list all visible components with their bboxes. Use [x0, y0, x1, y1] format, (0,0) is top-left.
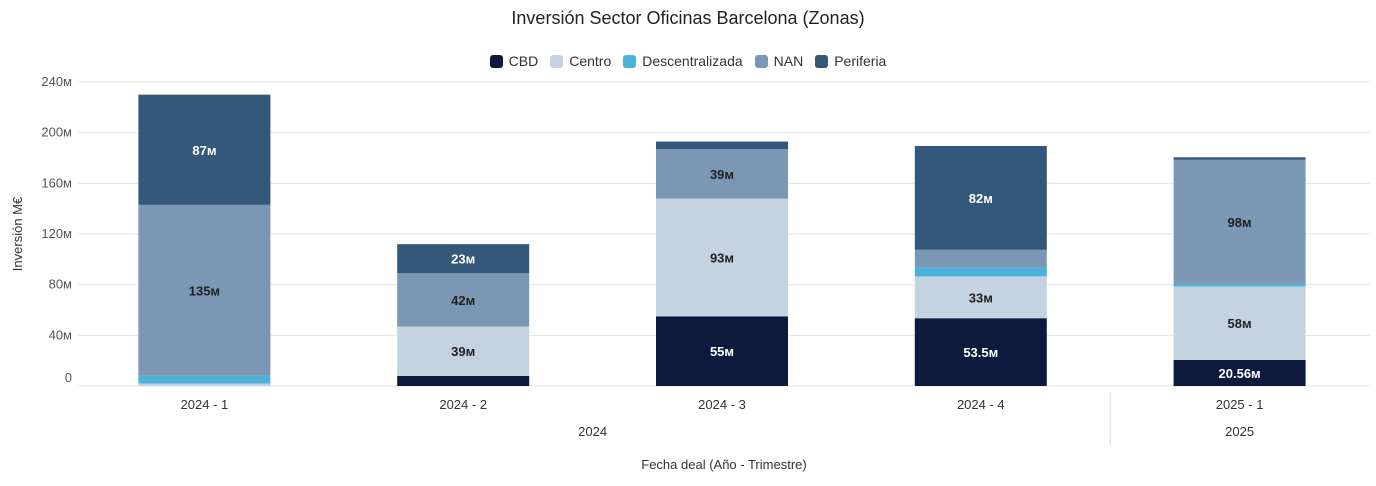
x-tick-label: 2024 - 2: [439, 397, 487, 412]
x-tick-label: 2024 - 4: [957, 397, 1005, 412]
legend-item[interactable]: Periferia: [815, 53, 886, 69]
legend-label: Centro: [569, 53, 612, 69]
bar-segment: [397, 375, 530, 386]
data-label: 58м: [1228, 316, 1252, 331]
bar-segment: [914, 249, 1047, 268]
bar-segment: [914, 145, 1047, 250]
y-tick-label: 0: [65, 370, 72, 385]
bar-segment: [1173, 283, 1306, 287]
legend-label: CBD: [508, 53, 539, 69]
data-label: 55м: [710, 344, 734, 359]
legend-item[interactable]: CBD: [489, 53, 539, 69]
data-label: 42м: [451, 293, 475, 308]
bar-segment: [397, 244, 530, 274]
y-tick-label: 120м: [41, 226, 72, 241]
data-label: 33м: [969, 290, 993, 305]
legend-swatch: [754, 54, 768, 68]
bar-segment: [1173, 157, 1306, 160]
bar-segment: [914, 276, 1047, 319]
legend-swatch: [489, 54, 503, 68]
data-label: 39м: [710, 167, 734, 182]
x-tick-label: 2024 - 3: [698, 397, 746, 412]
bar-segment: [656, 149, 788, 199]
data-label: 93м: [710, 250, 734, 265]
data-label: 23м: [451, 252, 475, 267]
y-axis-title: Inversión M€: [10, 196, 25, 271]
legend-label: Descentralizada: [642, 53, 743, 69]
bar-segment: [914, 318, 1047, 386]
y-tick-label: 200м: [41, 125, 72, 140]
bar-segment: [1173, 359, 1306, 386]
x-tick-label: 2024 - 1: [181, 397, 229, 412]
legend-label: NAN: [773, 53, 804, 69]
legend: CBD Centro Descentralizada NAN Periferia: [0, 53, 1376, 69]
legend-item[interactable]: Descentralizada: [623, 53, 743, 69]
data-label: 20.56м: [1219, 366, 1261, 381]
bar-segment: [397, 273, 530, 327]
legend-swatch: [623, 54, 637, 68]
bar-segment: [1173, 286, 1306, 360]
y-tick-label: 160м: [41, 175, 72, 190]
data-label: 82м: [969, 191, 993, 206]
bar-segment: [656, 198, 788, 317]
legend-item[interactable]: Centro: [550, 53, 611, 69]
y-tick-label: 240м: [41, 74, 72, 89]
bar-segment: [656, 316, 788, 386]
bar-segment: [397, 326, 530, 376]
x-tick-label: 2025 - 1: [1216, 397, 1264, 412]
y-tick-label: 40м: [49, 327, 72, 342]
data-label: 98м: [1228, 215, 1252, 230]
legend-swatch: [815, 54, 829, 68]
legend-label: Periferia: [834, 53, 887, 69]
bar-segment: [138, 94, 271, 205]
chart-title: Inversión Sector Oficinas Barcelona (Zon…: [511, 8, 865, 28]
bar-segment: [138, 204, 271, 376]
x-group-label: 2024: [578, 424, 607, 439]
bar-segment: [138, 383, 271, 386]
bar-segment: [656, 141, 788, 150]
y-tick-label: 80м: [49, 277, 72, 292]
x-group-label: 2025: [1225, 424, 1254, 439]
data-label: 39м: [451, 344, 475, 359]
bar-segment: [914, 267, 1047, 277]
legend-swatch: [550, 54, 564, 68]
data-label: 53.5м: [963, 345, 998, 360]
x-axis-title: Fecha deal (Año - Trimestre): [641, 457, 806, 472]
data-label: 87м: [192, 143, 216, 158]
data-label: 135м: [189, 283, 220, 298]
legend-item[interactable]: NAN: [754, 53, 804, 69]
bar-segment: [1173, 159, 1306, 284]
bar-segment: [138, 375, 271, 384]
